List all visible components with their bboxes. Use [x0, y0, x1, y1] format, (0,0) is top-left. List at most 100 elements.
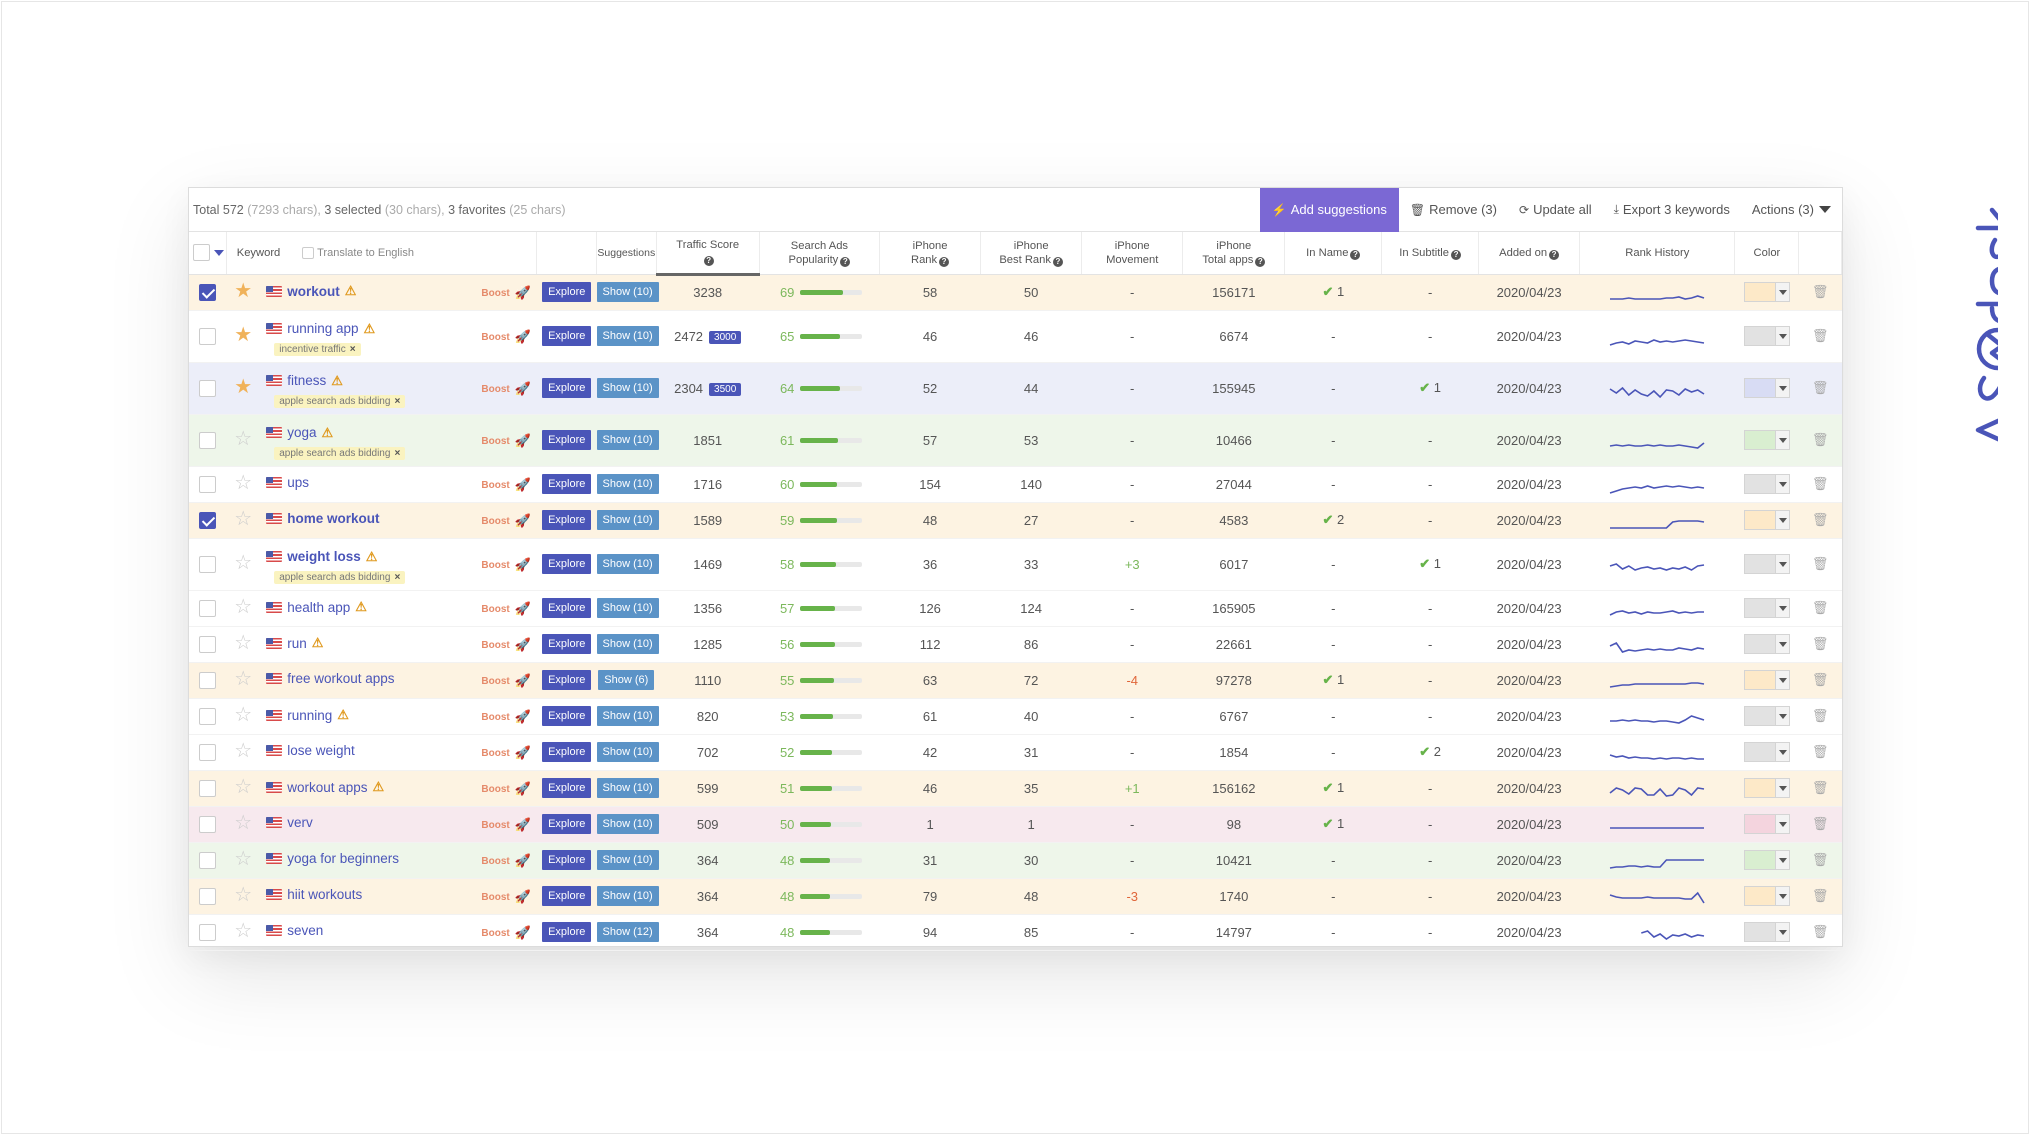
show-suggestions-button[interactable]: Show (10) [596, 634, 659, 654]
color-select[interactable] [1743, 326, 1790, 346]
row-checkbox[interactable] [199, 851, 217, 869]
added-on-header[interactable]: Added on? [1478, 232, 1581, 275]
star-icon[interactable]: ☆ [234, 596, 253, 618]
table-row[interactable]: ★ workout ⚠ Boost 🚀 Explore Show (10) 3238 69 58 5… [189, 274, 1842, 311]
star-icon[interactable]: ☆ [234, 508, 253, 530]
boost-button[interactable]: Boost 🚀 [481, 637, 531, 653]
color-select[interactable] [1743, 886, 1790, 906]
explore-button[interactable]: Explore [542, 510, 592, 530]
trash-icon[interactable]: 🗑 [1811, 780, 1829, 795]
color-select[interactable] [1743, 474, 1790, 494]
row-checkbox[interactable] [199, 327, 217, 345]
trash-icon[interactable]: 🗑 [1811, 816, 1829, 831]
explore-button[interactable]: Explore [542, 850, 592, 870]
explore-button[interactable]: Explore [542, 554, 592, 574]
row-checkbox[interactable] [199, 923, 217, 941]
iphone-rank-header[interactable]: iPhone Rank? [879, 232, 982, 275]
iphone-best-rank-header[interactable]: iPhone Best Rank? [980, 232, 1083, 275]
show-suggestions-button[interactable]: Show (6) [598, 670, 655, 690]
show-suggestions-button[interactable]: Show (10) [596, 886, 659, 906]
trash-icon[interactable]: 🗑 [1811, 744, 1829, 759]
row-checkbox[interactable] [199, 379, 217, 397]
show-suggestions-button[interactable]: Show (12) [596, 922, 659, 942]
star-icon[interactable]: ☆ [234, 776, 253, 798]
update-all-button[interactable]: ⟳ Update all [1508, 188, 1603, 232]
help-icon[interactable]: ? [1451, 249, 1462, 260]
star-icon[interactable]: ☆ [234, 740, 253, 762]
explore-button[interactable]: Explore [542, 778, 592, 798]
trash-icon[interactable]: 🗑 [1811, 284, 1829, 299]
table-row[interactable]: ☆ lose weight Boost 🚀 Explore Show (10) 702 52 4… [189, 734, 1842, 771]
actions-dropdown[interactable]: Actions (3) [1741, 188, 1842, 232]
boost-button[interactable]: Boost 🚀 [481, 513, 531, 529]
in-subtitle-header[interactable]: In Subtitle? [1381, 232, 1480, 275]
row-checkbox[interactable] [199, 283, 217, 301]
help-icon[interactable]: ? [703, 256, 714, 267]
row-checkbox[interactable] [199, 599, 217, 617]
row-checkbox[interactable] [199, 475, 217, 493]
trash-icon[interactable]: 🗑 [1811, 636, 1829, 651]
boost-button[interactable]: Boost 🚀 [481, 817, 531, 833]
keyword-link[interactable]: ups [287, 475, 310, 490]
row-checkbox[interactable] [199, 707, 217, 725]
color-select[interactable] [1743, 706, 1790, 726]
traffic-score-header[interactable]: Traffic Score? [656, 232, 760, 276]
explore-button[interactable]: Explore [542, 706, 592, 726]
show-suggestions-button[interactable]: Show (10) [596, 430, 659, 450]
boost-button[interactable]: Boost 🚀 [481, 781, 531, 797]
keyword-header[interactable]: Keyword Translate to English [226, 232, 538, 275]
table-row[interactable]: ☆ run ⚠ Boost 🚀 Explore Show (10) 1285 56 112 86 - 2… [189, 626, 1842, 663]
star-icon[interactable]: ☆ [234, 812, 253, 834]
boost-button[interactable]: Boost 🚀 [481, 709, 531, 725]
show-suggestions-button[interactable]: Show (10) [596, 326, 659, 346]
keyword-link[interactable]: hiit workouts [287, 887, 363, 902]
help-icon[interactable]: ? [840, 256, 851, 267]
color-select[interactable] [1743, 670, 1790, 690]
trash-icon[interactable]: 🗑 [1811, 380, 1829, 395]
star-icon[interactable]: ☆ [234, 884, 253, 906]
row-checkbox[interactable] [199, 815, 217, 833]
show-suggestions-button[interactable]: Show (10) [596, 474, 659, 494]
select-all-checkbox[interactable] [193, 244, 210, 262]
trash-icon[interactable]: 🗑 [1811, 512, 1829, 527]
explore-button[interactable]: Explore [542, 474, 592, 494]
boost-button[interactable]: Boost 🚀 [481, 329, 531, 345]
explore-button[interactable]: Explore [542, 326, 592, 346]
keyword-link[interactable]: run [287, 635, 307, 651]
help-icon[interactable]: ? [1350, 249, 1361, 260]
keyword-link[interactable]: running app [287, 321, 359, 336]
explore-button[interactable]: Explore [542, 598, 592, 618]
explore-button[interactable]: Explore [542, 282, 592, 302]
row-checkbox[interactable] [199, 431, 217, 449]
explore-button[interactable]: Explore [542, 814, 592, 834]
table-row[interactable]: ☆ yoga ⚠ apple search ads bidding × Boost 🚀 Exp… [189, 414, 1842, 467]
trash-icon[interactable]: 🗑 [1811, 476, 1829, 491]
color-select[interactable] [1743, 922, 1790, 942]
row-checkbox[interactable] [199, 743, 217, 761]
explore-button[interactable]: Explore [542, 430, 592, 450]
star-icon[interactable]: ☆ [234, 668, 253, 690]
table-row[interactable]: ☆ home workout Boost 🚀 Explore Show (10) 1589 5… [189, 502, 1842, 539]
keyword-link[interactable]: seven [287, 923, 324, 938]
boost-button[interactable]: Boost 🚀 [481, 477, 531, 493]
star-icon[interactable]: ☆ [234, 704, 253, 726]
table-row[interactable]: ☆ hiit workouts Boost 🚀 Explore Show (10) 364 4… [189, 878, 1842, 915]
table-row[interactable]: ☆ health app ⚠ Boost 🚀 Explore Show (10) 1356 57… [189, 590, 1842, 627]
explore-button[interactable]: Explore [542, 922, 592, 942]
trash-icon[interactable]: 🗑 [1811, 708, 1829, 723]
keyword-link[interactable]: health app [287, 599, 351, 615]
color-select[interactable] [1743, 814, 1790, 834]
trash-icon[interactable]: 🗑 [1811, 672, 1829, 687]
star-icon[interactable]: ★ [234, 280, 253, 302]
explore-button[interactable]: Explore [542, 886, 592, 906]
select-dropdown-icon[interactable] [214, 249, 224, 256]
row-checkbox[interactable] [199, 555, 217, 573]
star-icon[interactable]: ☆ [234, 472, 253, 494]
boost-button[interactable]: Boost 🚀 [481, 381, 531, 397]
keyword-link[interactable]: workout apps [287, 779, 368, 795]
trash-icon[interactable]: 🗑 [1811, 600, 1829, 615]
explore-button[interactable]: Explore [542, 742, 592, 762]
color-select[interactable] [1743, 378, 1790, 398]
iphone-total-apps-header[interactable]: iPhone Total apps? [1182, 232, 1286, 275]
color-select[interactable] [1743, 598, 1790, 618]
